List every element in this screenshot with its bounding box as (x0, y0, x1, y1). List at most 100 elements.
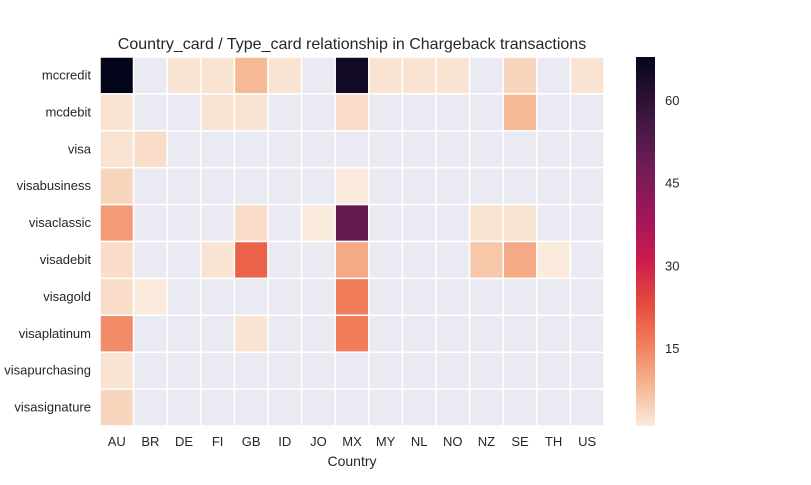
heatmap-cell-visabusiness-BR (132, 166, 168, 206)
heatmap-cell-visadebit-MY (368, 240, 404, 280)
heatmap-cell-visaclassic-DE (166, 203, 202, 243)
heatmap-cell-visadebit-NZ (468, 240, 504, 280)
colorbar: 15 30 45 60 (636, 57, 679, 426)
heatmap-cell-visagold-US (569, 277, 605, 317)
heatmap-cell-visagold-FI (200, 277, 236, 317)
heatmap-cell-visabusiness-DE (166, 166, 202, 206)
heatmap-cell-visapurchasing-FI (200, 351, 236, 390)
heatmap-cell-visabusiness-NO (435, 166, 471, 206)
heatmap-cell-visagold-BR (132, 277, 168, 317)
heatmap-cell-mccredit-AU (99, 56, 135, 95)
y-tick-label-visadebit: visadebit (40, 252, 92, 267)
heatmap-cell-visabusiness-TH (536, 166, 572, 206)
heatmap-cell-visa-DE (166, 130, 202, 169)
heatmap-cell-visabusiness-MX (334, 166, 370, 206)
heatmap-cell-mcdebit-FI (200, 93, 236, 132)
heatmap-cell-visapurchasing-JO (300, 351, 336, 390)
heatmap-cell-mcdebit-MX (334, 93, 370, 132)
colorbar-tick-label-30: 30 (665, 258, 679, 273)
heatmap-cell-visagold-MX (334, 277, 370, 317)
heatmap-cell-visapurchasing-NL (401, 351, 437, 390)
y-tick-label-visa: visa (68, 141, 92, 156)
heatmap-cell-visabusiness-MY (368, 166, 404, 206)
heatmap-cell-visadebit-BR (132, 240, 168, 280)
heatmap-cell-visa-NL (401, 130, 437, 169)
heatmap-cell-mccredit-JO (300, 56, 336, 95)
x-tick-label-BR: BR (141, 434, 159, 449)
y-tick-label-visaclassic: visaclassic (29, 215, 92, 230)
heatmap-cell-visasignature-MX (334, 388, 370, 427)
heatmap-cell-visadebit-DE (166, 240, 202, 280)
y-tick-label-visabusiness: visabusiness (17, 178, 92, 193)
heatmap-cell-visasignature-GB (233, 388, 269, 427)
y-tick-label-mccredit: mccredit (42, 67, 92, 82)
x-axis-tick-labels: AU BR DE FI GB ID JO MX MY NL NO NZ SE TH US (108, 434, 597, 449)
heatmap-cell-visagold-NZ (468, 277, 504, 317)
heatmap-cell-visaclassic-NZ (468, 203, 504, 243)
x-tick-label-US: US (578, 434, 596, 449)
heatmap-cell-visa-NZ (468, 130, 504, 169)
heatmap-cell-visaplatinum-DE (166, 314, 202, 353)
heatmap-cell-visaplatinum-BR (132, 314, 168, 353)
heatmap-cell-visabusiness-NL (401, 166, 437, 206)
x-tick-label-FI: FI (212, 434, 224, 449)
heatmap-cell-visa-FI (200, 130, 236, 169)
heatmap-cell-mccredit-MX (334, 56, 370, 95)
x-tick-label-MY: MY (376, 434, 396, 449)
heatmap-cell-visagold-AU (99, 277, 135, 317)
heatmap-cell-visagold-JO (300, 277, 336, 317)
heatmap-cell-mcdebit-ID (267, 93, 303, 132)
heatmap-cell-mccredit-GB (233, 56, 269, 95)
heatmap-cell-mcdebit-DE (166, 93, 202, 132)
heatmap-cell-visapurchasing-SE (502, 351, 538, 390)
heatmap-cell-visaplatinum-US (569, 314, 605, 353)
heatmap-cell-visaplatinum-AU (99, 314, 135, 353)
heatmap-cell-mccredit-US (569, 56, 605, 95)
heatmap-cell-visaclassic-FI (200, 203, 236, 243)
heatmap-cell-visagold-SE (502, 277, 538, 317)
heatmap-cell-mccredit-MY (368, 56, 404, 95)
heatmap-cell-visagold-ID (267, 277, 303, 317)
heatmap-cell-mccredit-TH (536, 56, 572, 95)
heatmap-cell-visaplatinum-MY (368, 314, 404, 353)
heatmap-cell-visaclassic-US (569, 203, 605, 243)
heatmap-cell-visadebit-MX (334, 240, 370, 280)
heatmap-cell-visapurchasing-TH (536, 351, 572, 390)
heatmap-cell-mccredit-FI (200, 56, 236, 95)
heatmap-cell-visabusiness-ID (267, 166, 303, 206)
x-tick-label-NZ: NZ (478, 434, 495, 449)
heatmap-cell-visapurchasing-MY (368, 351, 404, 390)
heatmap-cell-visadebit-AU (99, 240, 135, 280)
colorbar-tick-label-15: 15 (665, 341, 679, 356)
heatmap-cell-mccredit-NZ (468, 56, 504, 95)
x-tick-label-GB: GB (242, 434, 261, 449)
y-tick-label-visasignature: visasignature (14, 400, 91, 415)
heatmap-cell-visagold-GB (233, 277, 269, 317)
heatmap-cell-visaplatinum-ID (267, 314, 303, 353)
heatmap-cell-visa-NO (435, 130, 471, 169)
chart-title: Country_card / Type_card relationship in… (118, 36, 586, 53)
heatmap-cell-visadebit-NL (401, 240, 437, 280)
heatmap-cell-visadebit-US (569, 240, 605, 280)
heatmap-cell-visapurchasing-NZ (468, 351, 504, 390)
heatmap-cell-visa-SE (502, 130, 538, 169)
heatmap-cell-mcdebit-NZ (468, 93, 504, 132)
heatmap-cell-visaplatinum-TH (536, 314, 572, 353)
x-tick-label-DE: DE (175, 434, 193, 449)
heatmap-cell-mcdebit-SE (502, 93, 538, 132)
heatmap-cell-visaclassic-MY (368, 203, 404, 243)
heatmap-cell-visaclassic-NL (401, 203, 437, 243)
heatmap-cell-visadebit-TH (536, 240, 572, 280)
heatmap-cell-visaclassic-TH (536, 203, 572, 243)
heatmap-cell-visasignature-JO (300, 388, 336, 427)
heatmap-cell-visaplatinum-NZ (468, 314, 504, 353)
heatmap-cell-mcdebit-US (569, 93, 605, 132)
heatmap-cell-mccredit-ID (267, 56, 303, 95)
y-tick-label-visaplatinum: visaplatinum (19, 326, 91, 341)
heatmap-cell-mcdebit-BR (132, 93, 168, 132)
heatmap-cell-visabusiness-US (569, 166, 605, 206)
heatmap-cell-visagold-MY (368, 277, 404, 317)
y-axis-tick-labels: mccredit mcdebit visa visabusiness visaclass… (4, 67, 91, 414)
x-tick-label-SE: SE (511, 434, 529, 449)
